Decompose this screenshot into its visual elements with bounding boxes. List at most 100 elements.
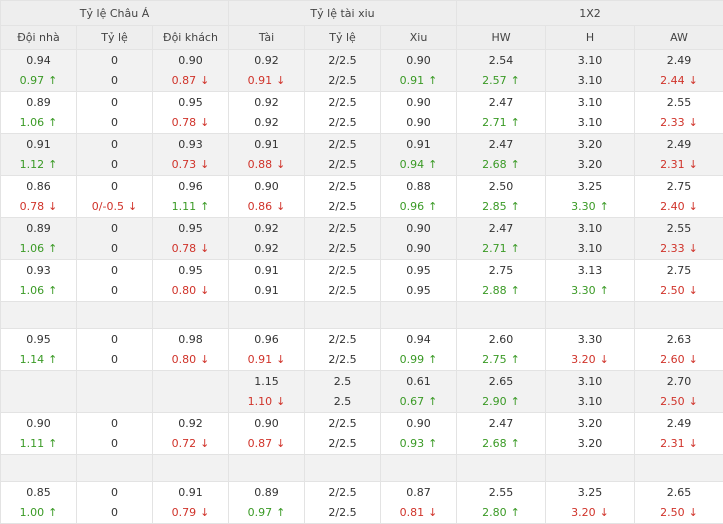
current-odds: 2.50↓ xyxy=(635,392,723,412)
odds-cell xyxy=(635,455,723,482)
odds-value: 2/2.5 xyxy=(328,54,356,67)
odds-value: 1.14 xyxy=(20,353,45,366)
opening-odds: 0 xyxy=(77,261,152,281)
opening-odds: 2/2.5 xyxy=(305,483,380,503)
odds-value: 0.67 xyxy=(400,395,425,408)
1x2-header: 1X2 xyxy=(457,1,723,26)
arrow-down-icon: ↓ xyxy=(200,506,209,519)
opening-odds: 0.85 xyxy=(1,483,76,503)
odds-value: 0.94 xyxy=(400,158,425,171)
odds-value: 0.96 xyxy=(178,180,203,193)
odds-value: 2.80 xyxy=(482,506,507,519)
odds-value: 3.25 xyxy=(578,486,603,499)
arrow-up-icon: ↑ xyxy=(600,284,609,297)
opening-odds: 0.86 xyxy=(1,177,76,197)
odds-value: 0.97 xyxy=(20,74,45,87)
arrow-up-icon: ↑ xyxy=(48,437,57,450)
odds-value: 0 xyxy=(111,264,118,277)
opening-odds xyxy=(153,303,228,323)
opening-odds: 2/2.5 xyxy=(305,261,380,281)
current-odds: 0.80↓ xyxy=(153,350,228,370)
odds-value: 2/2.5 xyxy=(328,333,356,346)
opening-odds: 2/2.5 xyxy=(305,414,380,434)
current-odds: 0.99↑ xyxy=(381,350,456,370)
odds-value: 0.94 xyxy=(406,333,431,346)
arrow-down-icon: ↓ xyxy=(689,353,698,366)
odds-value: 0.87 xyxy=(172,74,197,87)
arrow-up-icon: ↑ xyxy=(428,200,437,213)
opening-odds: 3.10 xyxy=(546,51,634,71)
current-odds: 0.78↓ xyxy=(153,239,228,259)
odds-value: 0.85 xyxy=(26,486,51,499)
opening-odds xyxy=(77,303,152,323)
odds-cell xyxy=(1,302,77,329)
current-odds: 0 xyxy=(77,350,152,370)
odds-value: 2/2.5 xyxy=(328,353,356,366)
current-odds: 0.93↑ xyxy=(381,434,456,454)
current-odds: 0.90 xyxy=(381,113,456,133)
odds-cell xyxy=(546,302,635,329)
arrow-up-icon: ↑ xyxy=(511,116,520,129)
arrow-down-icon: ↓ xyxy=(689,116,698,129)
arrow-up-icon: ↑ xyxy=(511,74,520,87)
arrow-down-icon: ↓ xyxy=(600,353,609,366)
odds-cell xyxy=(229,302,305,329)
odds-value: 0 xyxy=(111,138,118,151)
arrow-up-icon: ↑ xyxy=(428,74,437,87)
odds-value: 0.91 xyxy=(254,264,279,277)
opening-odds: 2.50 xyxy=(457,177,545,197)
opening-odds: 0.95 xyxy=(381,261,456,281)
arrow-down-icon: ↓ xyxy=(689,506,698,519)
opening-odds: 3.10 xyxy=(546,372,634,392)
current-odds: 2.68↑ xyxy=(457,434,545,454)
current-odds: 0.96↑ xyxy=(381,197,456,217)
odds-value: 2.68 xyxy=(482,437,507,450)
current-odds: 0.72↓ xyxy=(153,434,228,454)
odds-value: 0.78 xyxy=(20,200,45,213)
opening-odds: 0.93 xyxy=(153,135,228,155)
odds-value: 3.10 xyxy=(578,375,603,388)
opening-odds: 0.90 xyxy=(229,177,304,197)
opening-odds: 2.75 xyxy=(635,177,723,197)
odds-value: 0.90 xyxy=(406,417,431,430)
odds-value: 2/2.5 xyxy=(328,486,356,499)
odds-value: 2/2.5 xyxy=(328,200,356,213)
current-odds: 2.31↓ xyxy=(635,434,723,454)
odds-value: 0.79 xyxy=(172,506,197,519)
odds-value: 0.91 xyxy=(248,74,273,87)
opening-odds: 2.54 xyxy=(457,51,545,71)
odds-value: 1.06 xyxy=(20,284,45,297)
current-odds: 2.31↓ xyxy=(635,155,723,175)
odds-cell xyxy=(153,455,229,482)
odds-value: 2.90 xyxy=(482,395,507,408)
odds-value: 2/2.5 xyxy=(328,506,356,519)
odds-value: 2.31 xyxy=(660,437,685,450)
arrow-up-icon: ↑ xyxy=(48,506,57,519)
odds-value: 0 xyxy=(111,74,118,87)
asian-handicap-header: Tỷ lệ Châu Á xyxy=(1,1,229,26)
opening-odds: 1.15 xyxy=(229,372,304,392)
opening-odds: 2.47 xyxy=(457,135,545,155)
odds-value: 0.80 xyxy=(172,353,197,366)
arrow-up-icon: ↑ xyxy=(48,284,57,297)
odds-value: 2/2.5 xyxy=(328,158,356,171)
opening-odds: 0.89 xyxy=(1,93,76,113)
odds-value: 0.93 xyxy=(178,138,203,151)
